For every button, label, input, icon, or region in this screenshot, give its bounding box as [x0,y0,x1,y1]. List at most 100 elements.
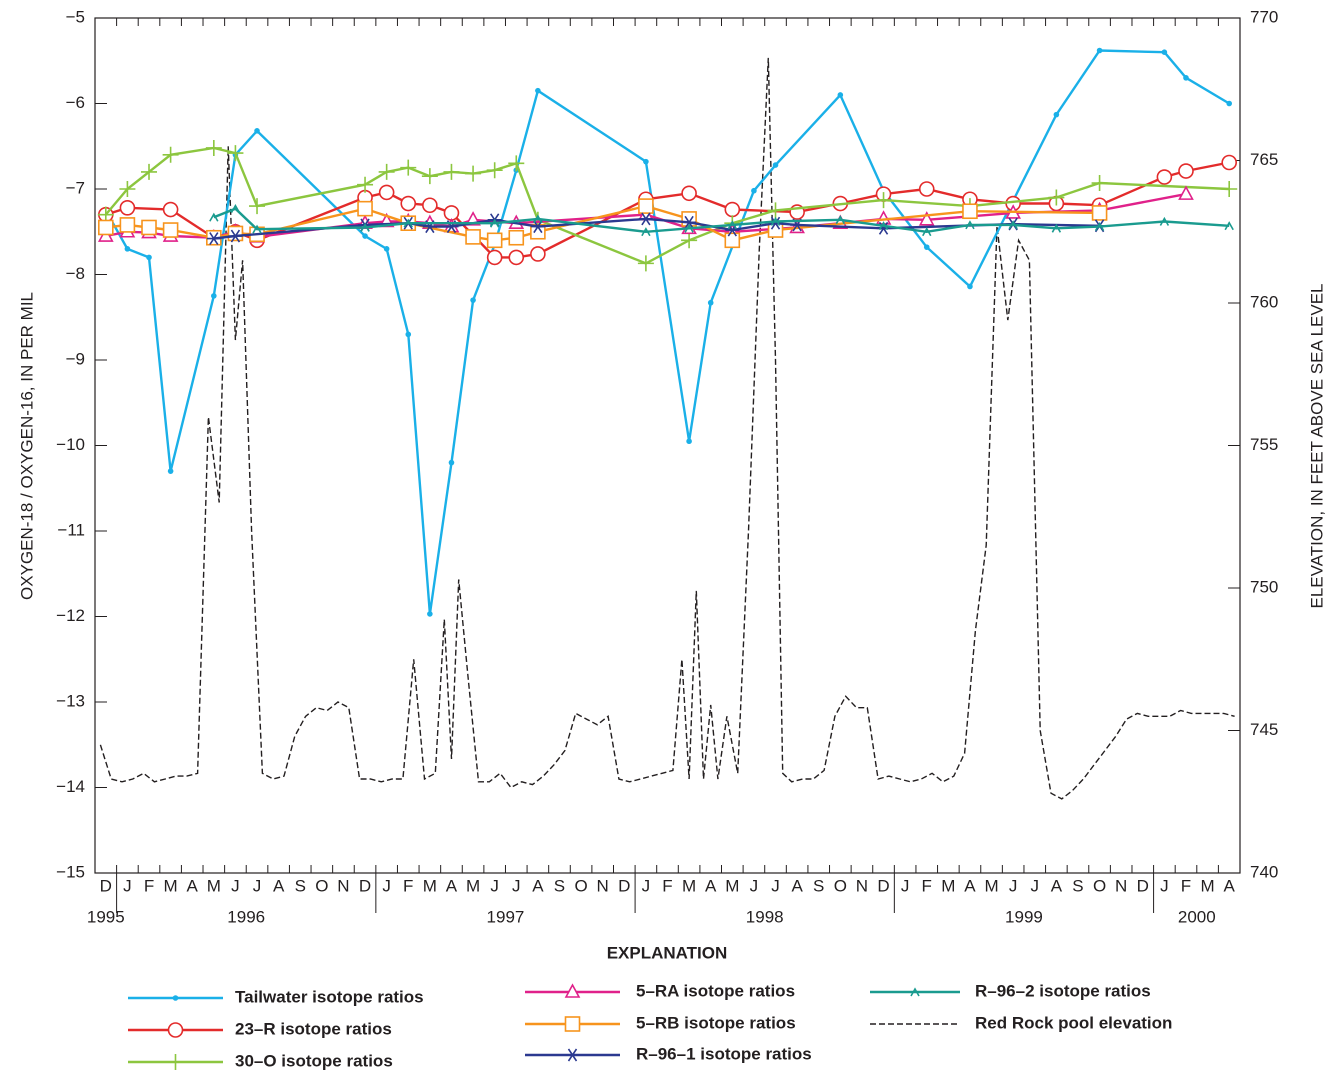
data-point [686,438,692,445]
data-point [1094,222,1105,232]
data-point [227,225,244,242]
data-point [162,222,179,238]
y2-tick-label: 745 [1250,720,1278,739]
x-tick-label: J [901,876,910,895]
data-point [357,176,374,193]
legend-label: 30–O isotope ratios [235,1051,393,1070]
data-point [486,232,503,249]
y-tick-label: −13 [56,691,85,710]
y2-axis-title: ELEVATION, IN FEET ABOVE SEA LEVEL [1307,283,1326,608]
x-tick-label: M [466,876,480,895]
data-point [167,468,174,474]
x-tick-label: M [423,876,437,895]
data-point [1221,181,1238,197]
y-tick-label: −14 [56,777,85,796]
data-point [643,158,649,165]
data-point [875,192,892,209]
y-tick-label: −15 [56,862,85,881]
data-point [770,216,781,226]
year-label: 1996 [227,907,265,926]
data-point [681,185,697,202]
data-point [508,229,525,246]
x-tick-label: A [187,876,199,895]
year-label: 1998 [746,907,784,926]
data-point [638,198,654,214]
data-point [119,200,136,216]
x-tick-label: A [1051,876,1063,895]
year-label: 1997 [487,907,525,926]
legend-marker [172,995,179,1001]
year-label: 1999 [1005,907,1043,926]
data-point [724,232,741,249]
x-tick-label: A [532,876,544,895]
data-point [119,181,136,197]
data-point [508,155,525,172]
series-line [213,207,1230,234]
data-point [835,215,846,225]
data-point [470,297,476,303]
y-tick-label: −6 [66,93,85,112]
x-tick-label: J [771,876,780,895]
data-point [965,220,975,230]
x-tick-label: M [984,876,998,895]
legend-label: R–96–1 isotope ratios [636,1044,812,1063]
x-tick-label: D [1137,876,1149,895]
x-tick-label: A [791,876,803,895]
data-point [1091,205,1108,221]
x-tick-label: J [1160,876,1169,895]
x-tick-label: O [574,876,587,895]
data-point [146,254,152,261]
data-point [227,145,244,162]
x-tick-label: J [231,876,240,895]
data-point [751,187,757,194]
x-tick-label: S [554,876,565,895]
data-point [767,202,784,219]
x-tick-label: O [834,876,847,895]
data-point [360,222,370,232]
data-point [254,128,260,134]
x-tick-label: A [446,876,458,895]
legend-label: R–96–2 isotope ratios [975,981,1151,1000]
y-tick-label: −9 [66,349,85,368]
x-tick-label: F [922,876,932,895]
data-point [1159,216,1170,226]
data-point [508,249,525,266]
data-point [967,283,973,290]
data-point [206,232,221,246]
data-point [1161,49,1168,55]
x-tick-label: N [856,876,868,895]
data-point [638,212,653,226]
x-tick-label: J [1009,876,1018,895]
x-tick-label: J [1031,876,1040,895]
data-point [837,92,844,98]
data-point [443,205,460,221]
data-point [1053,111,1060,118]
data-point [923,244,930,250]
data-point [724,201,741,218]
data-point [1221,154,1237,171]
legend-marker [167,1054,184,1070]
series-line [104,49,1230,615]
legend-marker [167,1022,184,1038]
data-point [486,249,503,266]
data-point [1156,169,1173,185]
y2-tick-label: 765 [1250,150,1278,169]
data-point [1008,220,1018,230]
x-tick-label: J [123,876,132,895]
x-tick-label: F [662,876,672,895]
x-tick-label: D [877,876,889,895]
data-point [768,216,783,230]
y2-tick-label: 750 [1250,577,1278,596]
year-label: 1995 [87,907,125,926]
data-point [162,201,179,218]
data-point [530,220,545,234]
x-tick-label: A [1224,876,1236,895]
data-point [357,200,373,217]
data-point [405,331,412,338]
y2-tick-label: 760 [1250,292,1278,311]
data-point [378,163,395,180]
legend-marker [565,1048,580,1062]
x-tick-label: M [207,876,221,895]
data-point [535,87,541,94]
